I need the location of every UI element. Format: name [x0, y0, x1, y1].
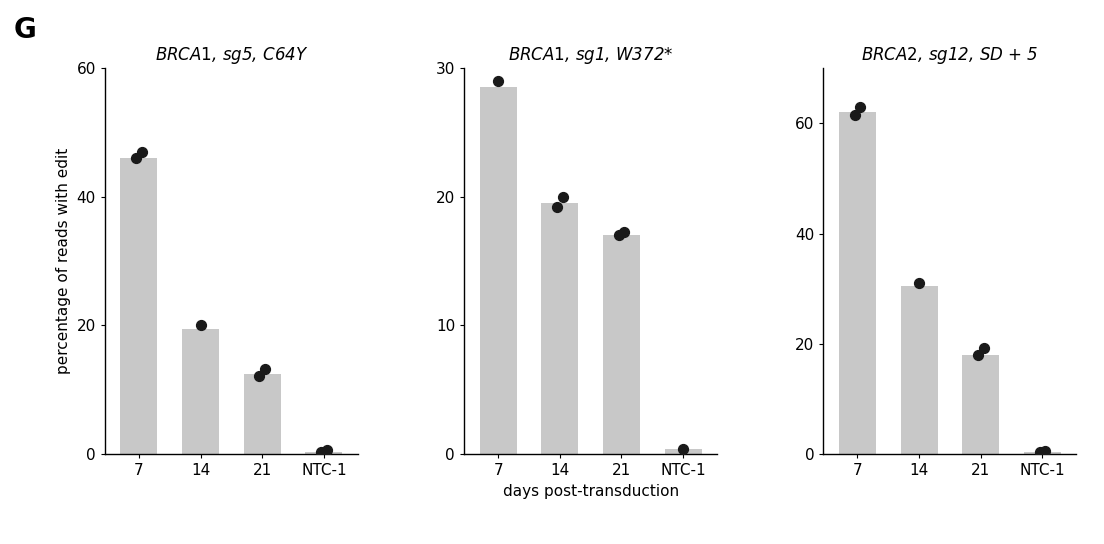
Point: [609, 231, 627, 240]
Bar: [306, 452, 342, 454]
Point: [132, 147, 150, 156]
X-axis label: days post-transduction: days post-transduction: [502, 484, 679, 499]
Point: [675, 445, 692, 454]
Point: [554, 193, 572, 201]
Point: [318, 446, 336, 455]
Bar: [541, 203, 578, 454]
Bar: [1023, 452, 1061, 454]
Point: [615, 227, 633, 236]
Bar: [839, 112, 875, 454]
Bar: [665, 449, 702, 454]
Point: [846, 110, 863, 119]
Point: [312, 447, 330, 456]
Point: [549, 203, 566, 212]
Point: [969, 350, 987, 359]
Title: $\it{BRCA2}$, sg12, SD + 5: $\it{BRCA2}$, sg12, SD + 5: [861, 45, 1039, 66]
Point: [1031, 448, 1049, 456]
Bar: [182, 329, 219, 454]
Bar: [120, 158, 158, 454]
Point: [910, 279, 927, 288]
Point: [256, 365, 274, 374]
Y-axis label: percentage of reads with edit: percentage of reads with edit: [56, 148, 71, 374]
Point: [251, 372, 268, 380]
Point: [127, 154, 145, 163]
Bar: [603, 236, 640, 454]
Text: G: G: [13, 16, 36, 44]
Bar: [963, 355, 999, 454]
Point: [1037, 447, 1054, 455]
Point: [192, 321, 210, 330]
Point: [489, 77, 507, 85]
Bar: [479, 88, 517, 454]
Title: $\it{BRCA1}$, sg5, C64Y: $\it{BRCA1}$, sg5, C64Y: [155, 45, 308, 66]
Bar: [901, 286, 937, 454]
Bar: [244, 374, 280, 454]
Point: [851, 102, 869, 111]
Title: $\it{BRCA1}$, sg1, W372*: $\it{BRCA1}$, sg1, W372*: [508, 45, 673, 66]
Point: [975, 344, 992, 353]
